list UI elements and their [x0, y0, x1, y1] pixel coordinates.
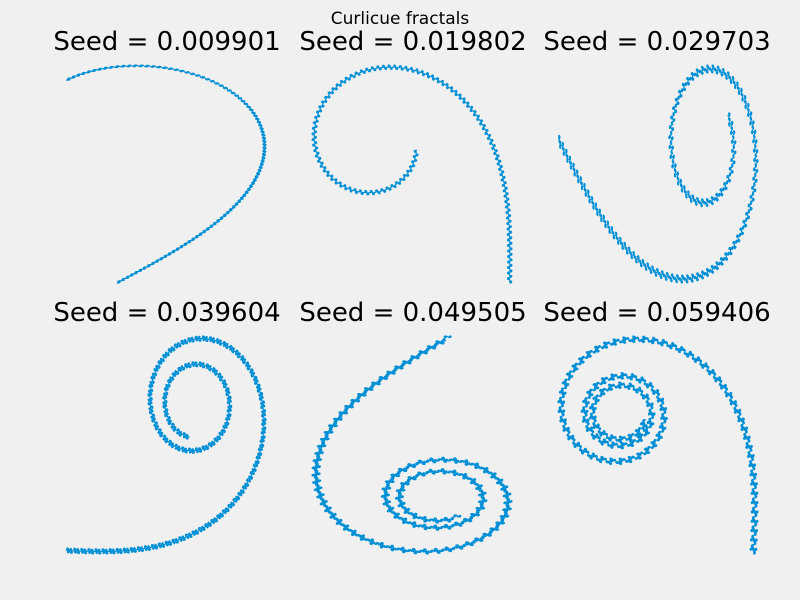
curlicue-line-2	[311, 64, 513, 284]
curlicue-line-5	[311, 335, 513, 555]
curlicue-plot-3	[557, 64, 759, 284]
curlicue-plot-2	[311, 64, 513, 284]
curlicue-plot-5	[311, 335, 513, 555]
curlicue-line-6	[557, 335, 759, 555]
curlicue-line-4	[66, 335, 267, 555]
panel-title-1: Seed = 0.009901	[53, 27, 281, 57]
panel-title-3: Seed = 0.029703	[543, 27, 771, 57]
panel-title-5: Seed = 0.049505	[299, 298, 527, 328]
panel-title-6: Seed = 0.059406	[543, 298, 771, 328]
curlicue-plot-4	[66, 335, 267, 555]
panel-title-4: Seed = 0.039604	[53, 298, 281, 328]
figure-suptitle: Curlicue fractals	[330, 9, 470, 29]
curlicue-plot-6	[557, 335, 759, 555]
curlicue-line-3	[557, 64, 759, 284]
curlicue-line-1	[65, 64, 267, 284]
panel-title-2: Seed = 0.019802	[299, 27, 527, 57]
curlicue-plot-1	[65, 64, 267, 284]
